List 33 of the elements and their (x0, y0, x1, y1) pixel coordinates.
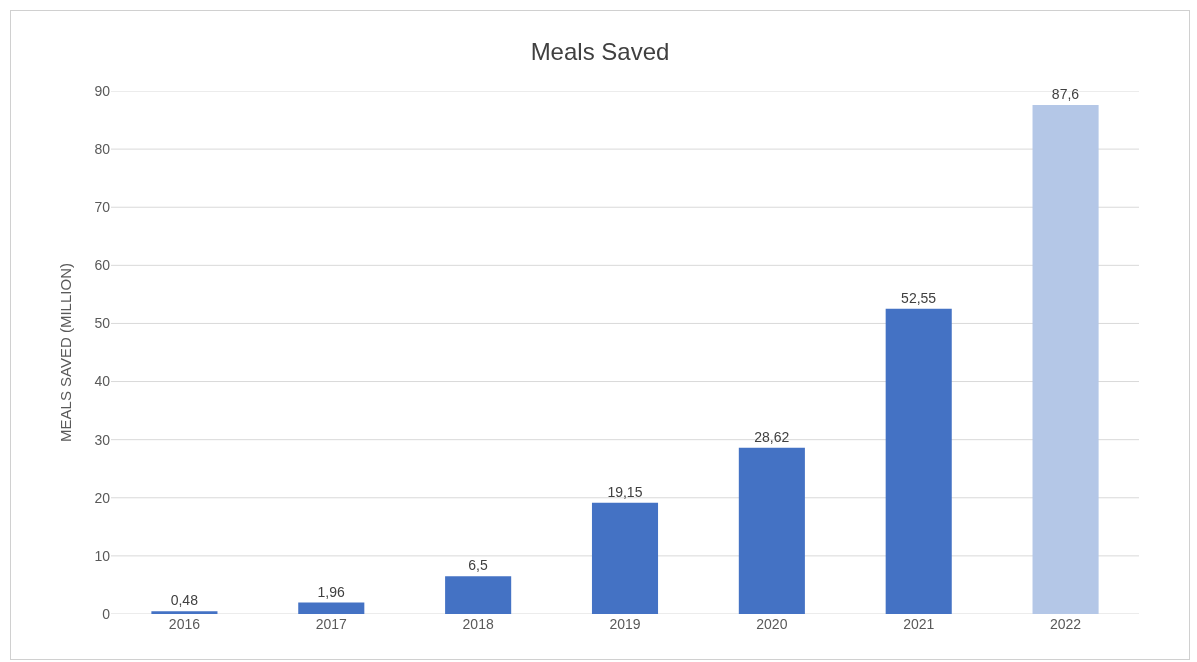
x-tick-label: 2020 (756, 616, 788, 632)
x-tick-label: 2022 (1049, 616, 1082, 632)
y-tick-label: 0 (102, 605, 111, 622)
x-tick-label: 2019 (609, 616, 641, 632)
y-tick-label: 60 (94, 257, 111, 274)
y-tick-label: 30 (94, 431, 111, 448)
data-label: 1,96 (317, 583, 346, 600)
y-tick-label: 70 (94, 199, 111, 216)
x-tick-label: 2021 (903, 616, 935, 632)
data-label: 0,48 (170, 592, 199, 609)
data-label: 19,15 (607, 483, 643, 500)
data-label: 52,55 (901, 289, 937, 306)
bar (738, 447, 805, 614)
x-tick-label: 2016 (168, 616, 201, 632)
x-tick-label: 2018 (462, 616, 494, 632)
data-label: 28,62 (754, 428, 790, 445)
y-axis-title: MEALS SAVED (MILLION) (57, 263, 74, 442)
bar (445, 576, 512, 614)
y-tick-label: 80 (94, 141, 111, 158)
chart-title: Meals Saved (530, 38, 670, 66)
y-tick-label: 90 (94, 82, 111, 99)
bar (885, 308, 952, 614)
bar (151, 611, 218, 614)
y-tick-label: 10 (94, 547, 111, 564)
bar (298, 602, 365, 614)
bar (591, 502, 659, 614)
y-tick-label: 50 (94, 315, 111, 332)
y-tick-label: 20 (94, 489, 111, 506)
bar (1032, 104, 1099, 614)
y-tick-label: 40 (94, 373, 111, 390)
data-label: 87,6 (1051, 85, 1080, 102)
x-tick-label: 2017 (315, 616, 348, 632)
data-label: 6,5 (468, 557, 488, 574)
